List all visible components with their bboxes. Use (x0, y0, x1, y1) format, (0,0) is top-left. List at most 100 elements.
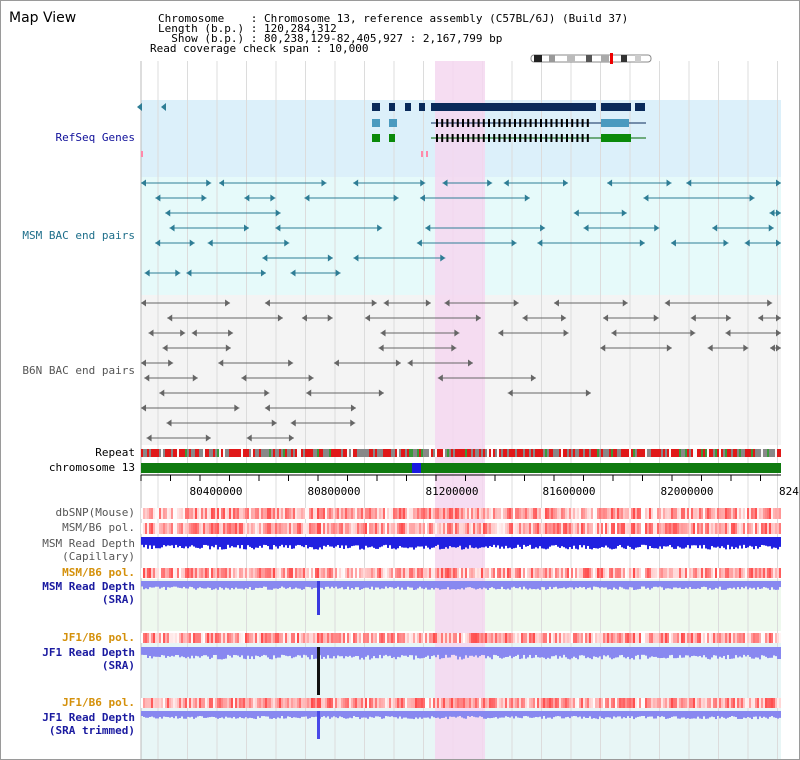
msm-capillary-depth-bar (655, 537, 657, 549)
jf1-pol-heat-cell (413, 633, 415, 643)
jf1-trim-depth-bar (269, 711, 271, 719)
msm-capillary-depth-bar (761, 537, 763, 545)
track-label-jf1-depth-sra[interactable]: JF1 Read Depth (42, 646, 135, 659)
msm-capillary-depth-bar (231, 537, 233, 547)
track-label-msm-b6-pol-2[interactable]: MSM/B6 pol. (62, 566, 135, 579)
dbsnp-heat-cell (567, 508, 569, 519)
jf1-pol-heat-cell (143, 633, 145, 643)
track-label-msm-bac[interactable]: MSM BAC end pairs (22, 229, 135, 242)
jf1-sra-depth-bar (399, 647, 401, 658)
gene-strand-arrow (137, 103, 142, 111)
jf1-sra-depth-bar (325, 647, 327, 659)
msm-pol2-heat-cell (297, 568, 299, 578)
track-label-b6n-bac[interactable]: B6N BAC end pairs (22, 364, 135, 377)
repeat-segment (709, 449, 711, 457)
msm-sra-depth-bar (213, 581, 215, 590)
jf1-sra-depth-bar (209, 647, 211, 660)
msm-bac-pair-end (393, 194, 399, 202)
track-label-msm-depth-sra[interactable]: MSM Read Depth (42, 580, 135, 593)
track-label-refseq[interactable]: RefSeq Genes (55, 131, 135, 144)
msm-sra-depth-bar (335, 581, 337, 587)
jf1-pol2-heat-cell (215, 698, 217, 708)
jf1-trim-depth-bar (751, 711, 753, 720)
jf1-pol2-heat-cell (721, 698, 723, 708)
jf1-pol-heat-cell (273, 633, 275, 643)
jf1-sra-depth-bar (763, 647, 765, 656)
msm-sra-depth-bar (609, 581, 611, 589)
msm-capillary-depth-bar (547, 537, 549, 549)
dbsnp-heat-cell (687, 508, 689, 519)
msm-capillary-depth-bar (585, 537, 587, 549)
track-label-repeat[interactable]: Repeat (95, 446, 135, 459)
msm-pol-heat-cell (323, 523, 325, 534)
msm-capillary-depth-bar (141, 537, 143, 545)
jf1-trim-depth-bar (173, 711, 175, 719)
track-label-jf1-depth-trimmed[interactable]: JF1 Read Depth (42, 711, 135, 724)
repeat-segment (685, 449, 687, 457)
jf1-trim-depth-bar (325, 711, 327, 718)
msm-pol-heat-cell (433, 523, 435, 534)
msm-sra-depth-bar (235, 581, 237, 588)
msm-bac-pair-end (776, 179, 781, 187)
jf1-trim-depth-bar (395, 711, 397, 718)
jf1-pol-heat-cell (505, 633, 507, 643)
jf1-sra-depth-bar (739, 647, 741, 657)
msm-pol2-heat-cell (507, 568, 509, 578)
msm-capillary-depth-bar (659, 537, 661, 547)
jf1-sra-depth-bar (449, 647, 451, 658)
b6n-bac-pair-end (776, 329, 781, 337)
jf1-pol-heat-cell (585, 633, 587, 643)
msm-capillary-depth-bar (447, 537, 449, 549)
repeat-segment (609, 449, 611, 457)
dbsnp-heat-cell (621, 508, 623, 519)
repeat-segment (619, 449, 621, 457)
track-label-jf1-b6-pol[interactable]: JF1/B6 pol. (62, 631, 135, 644)
msm-pol-heat-cell (203, 523, 205, 534)
msm-pol2-heat-cell (229, 568, 231, 578)
msm-sra-depth-bar (435, 581, 437, 588)
jf1-sra-depth-bar (223, 647, 225, 659)
jf1-trim-depth-bar (365, 711, 367, 718)
repeat-segment (625, 449, 627, 457)
msm-pol2-heat-cell (561, 568, 563, 578)
jf1-sra-depth-bar (741, 647, 743, 658)
repeat-segment (757, 449, 759, 457)
msm-pol-heat-cell (621, 523, 623, 534)
jf1-pol-heat-cell (365, 633, 367, 643)
msm-pol-heat-cell (163, 523, 165, 534)
jf1-pol-heat-cell (457, 633, 459, 643)
b6n-bac-pair-end (530, 374, 536, 382)
jf1-pol2-heat-cell (205, 698, 207, 708)
msm-capillary-depth-bar (577, 537, 579, 550)
msm-pol-heat-cell (633, 523, 635, 534)
msm-capillary-depth-bar (271, 537, 273, 550)
track-label-chromosome[interactable]: chromosome 13 (48, 461, 135, 474)
track-label-dbsnp[interactable]: dbSNP(Mouse) (55, 506, 135, 519)
jf1-trim-depth-bar (519, 711, 521, 718)
jf1-pol-heat-cell (179, 633, 181, 643)
track-label-jf1-b6-pol-2[interactable]: JF1/B6 pol. (62, 696, 135, 709)
msm-pol-heat-cell (301, 523, 303, 534)
dbsnp-heat-cell (485, 508, 487, 519)
jf1-trim-depth-bar (743, 711, 745, 718)
jf1-pol2-heat-cell (497, 698, 499, 708)
msm-capillary-depth-bar (413, 537, 415, 550)
msm-pol2-heat-cell (447, 568, 449, 578)
jf1-trim-depth-bar (765, 711, 767, 718)
msm-capillary-depth-bar (357, 537, 359, 546)
refseq-gene (389, 119, 397, 127)
dbsnp-heat-cell (355, 508, 357, 519)
jf1-pol-heat-cell (681, 633, 683, 643)
repeat-segment (381, 449, 383, 457)
jf1-trim-depth-bar (671, 711, 673, 717)
jf1-sra-depth-bar (661, 647, 663, 658)
track-label-msm-b6-pol[interactable]: MSM/B6 pol. (62, 521, 135, 534)
track-label-msm-depth-capillary[interactable]: MSM Read Depth (42, 537, 135, 550)
jf1-pol-heat-cell (311, 633, 313, 643)
msm-pol2-heat-cell (301, 568, 303, 578)
repeat-segment (365, 449, 367, 457)
msm-sra-depth-bar (623, 581, 625, 589)
repeat-segment (749, 449, 751, 457)
msm-sra-depth-bar (341, 581, 343, 588)
jf1-trim-depth-bar (267, 711, 269, 717)
